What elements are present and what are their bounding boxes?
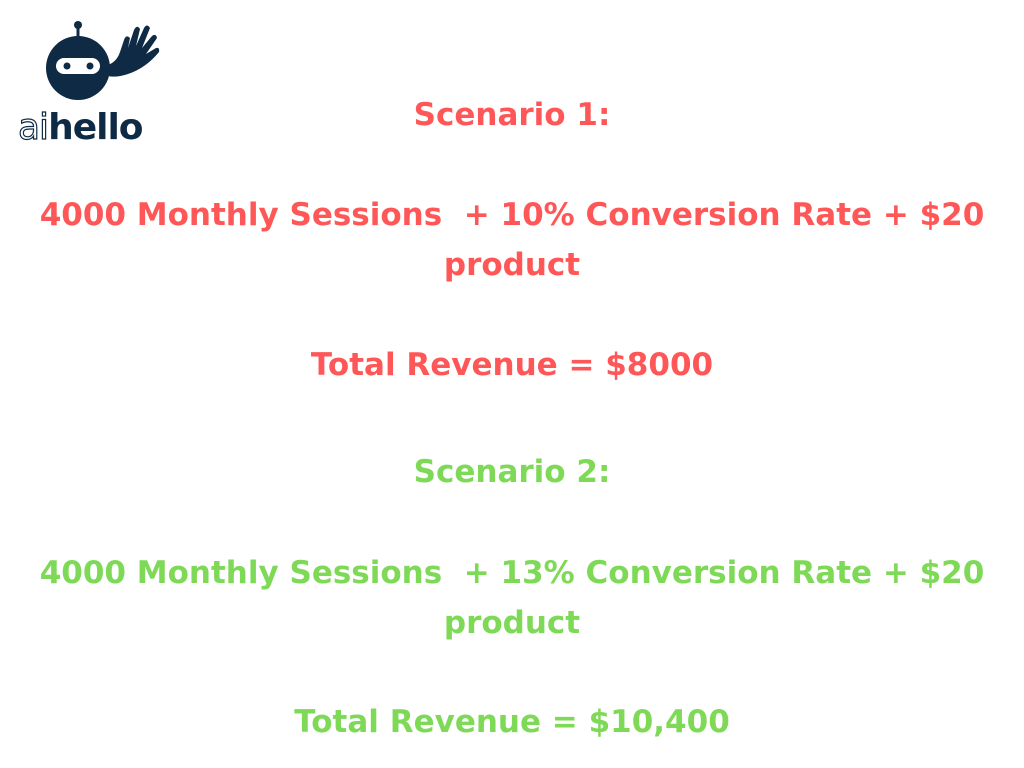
scenario1-formula-line1: 4000 Monthly Sessions + 10% Conversion R… xyxy=(39,197,985,233)
logo-text-hello: hello xyxy=(48,107,143,148)
aihello-logo: aihello xyxy=(16,16,176,146)
scenario1-title: Scenario 1: xyxy=(413,97,611,133)
robot-mascot-icon xyxy=(46,21,160,100)
scenario2-total: Total Revenue = $10,400 xyxy=(294,704,730,740)
logo-text-ai: ai xyxy=(17,107,49,148)
logo-wordmark: aihello xyxy=(17,107,143,148)
scenario1-total: Total Revenue = $8000 xyxy=(310,347,714,383)
scenario1-formula-line2: product xyxy=(443,247,581,283)
scenario2-formula-line1: 4000 Monthly Sessions + 13% Conversion R… xyxy=(39,555,985,591)
scenario2-title: Scenario 2: xyxy=(413,454,611,490)
scenario2-formula-line2: product xyxy=(443,605,581,641)
